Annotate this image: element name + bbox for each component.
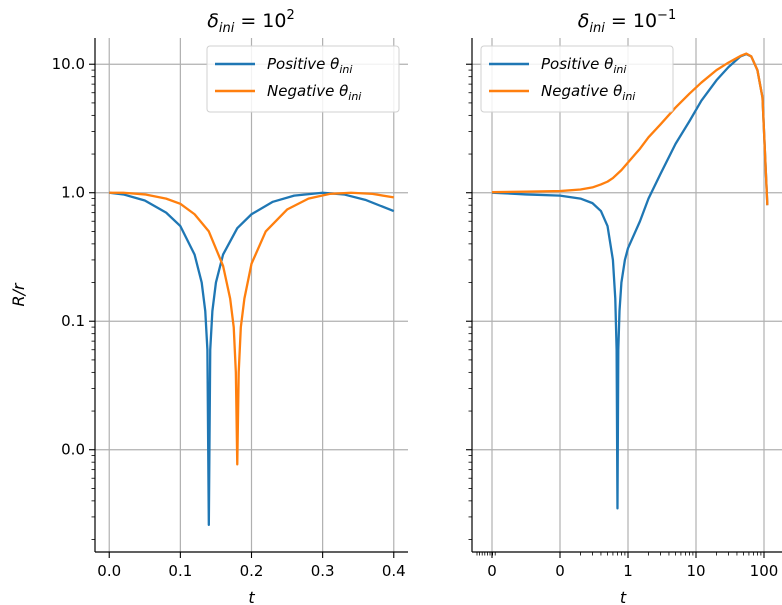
title-symbol: δ: [578, 10, 590, 32]
y-tick-label: 10.0: [52, 55, 85, 73]
grid-lines: [472, 38, 782, 552]
y-tick-label: 1.0: [61, 184, 85, 202]
x-tick-label: 0.4: [382, 562, 406, 580]
title-subscript: ini: [219, 21, 235, 36]
legend-label-main: Positive θ: [541, 55, 613, 73]
legend-label: Positive θini: [267, 55, 352, 76]
x-tick-label: 0.0: [97, 562, 121, 580]
y-ticks: 0.0 0.1 1.0 10.0: [52, 55, 95, 459]
legend-label: Negative θini: [267, 82, 361, 103]
legend-label-main: Positive θ: [267, 55, 339, 73]
chart-title: δini = 10−1: [578, 8, 676, 36]
x-ticks: 0 0 1 10 100: [487, 552, 778, 580]
x-tick-label: 10: [686, 562, 705, 580]
title-equals: = 10: [234, 10, 286, 32]
y-tick-label: 0.1: [61, 312, 85, 330]
x-tick-label: 0.2: [240, 562, 264, 580]
y-ticks: [466, 63, 472, 451]
legend-label-subscript: ini: [622, 90, 635, 103]
title-superscript: −1: [657, 8, 676, 23]
legend-label: Negative θini: [541, 82, 635, 103]
x-tick-label: 0: [555, 562, 565, 580]
legend-label-subscript: ini: [348, 90, 361, 103]
grid-lines: [95, 38, 408, 552]
x-axis-label: t: [248, 588, 255, 605]
legend-label-subscript: ini: [613, 63, 626, 76]
x-tick-label: 100: [750, 562, 779, 580]
series-line-negative: [491, 52, 769, 206]
legend-label-main: Negative θ: [267, 82, 348, 100]
legend-label-main: Negative θ: [541, 82, 622, 100]
x-tick-label: 0.1: [168, 562, 192, 580]
series-line-positive: [109, 191, 395, 527]
x-ticks: 0.0 0.1 0.2 0.3 0.4: [97, 552, 406, 580]
chart-title: δini = 102: [207, 8, 295, 36]
x-axis-label: t: [620, 588, 627, 605]
series-line-positive: [491, 52, 769, 510]
title-symbol: δ: [207, 10, 219, 32]
series-line-negative: [109, 191, 394, 466]
legend-label: Positive θini: [541, 55, 626, 76]
legend-label-subscript: ini: [339, 63, 352, 76]
y-axis-label: R/r: [9, 282, 28, 307]
legend-box: [206, 45, 400, 113]
legend-box: [480, 45, 674, 113]
y-tick-label: 0.0: [61, 441, 85, 459]
x-tick-label: 1: [623, 562, 633, 580]
x-tick-label: 0.3: [311, 562, 335, 580]
title-subscript: ini: [589, 21, 605, 36]
x-tick-label: 0: [487, 562, 497, 580]
title-equals: = 10: [605, 10, 657, 32]
title-superscript: 2: [287, 8, 295, 23]
